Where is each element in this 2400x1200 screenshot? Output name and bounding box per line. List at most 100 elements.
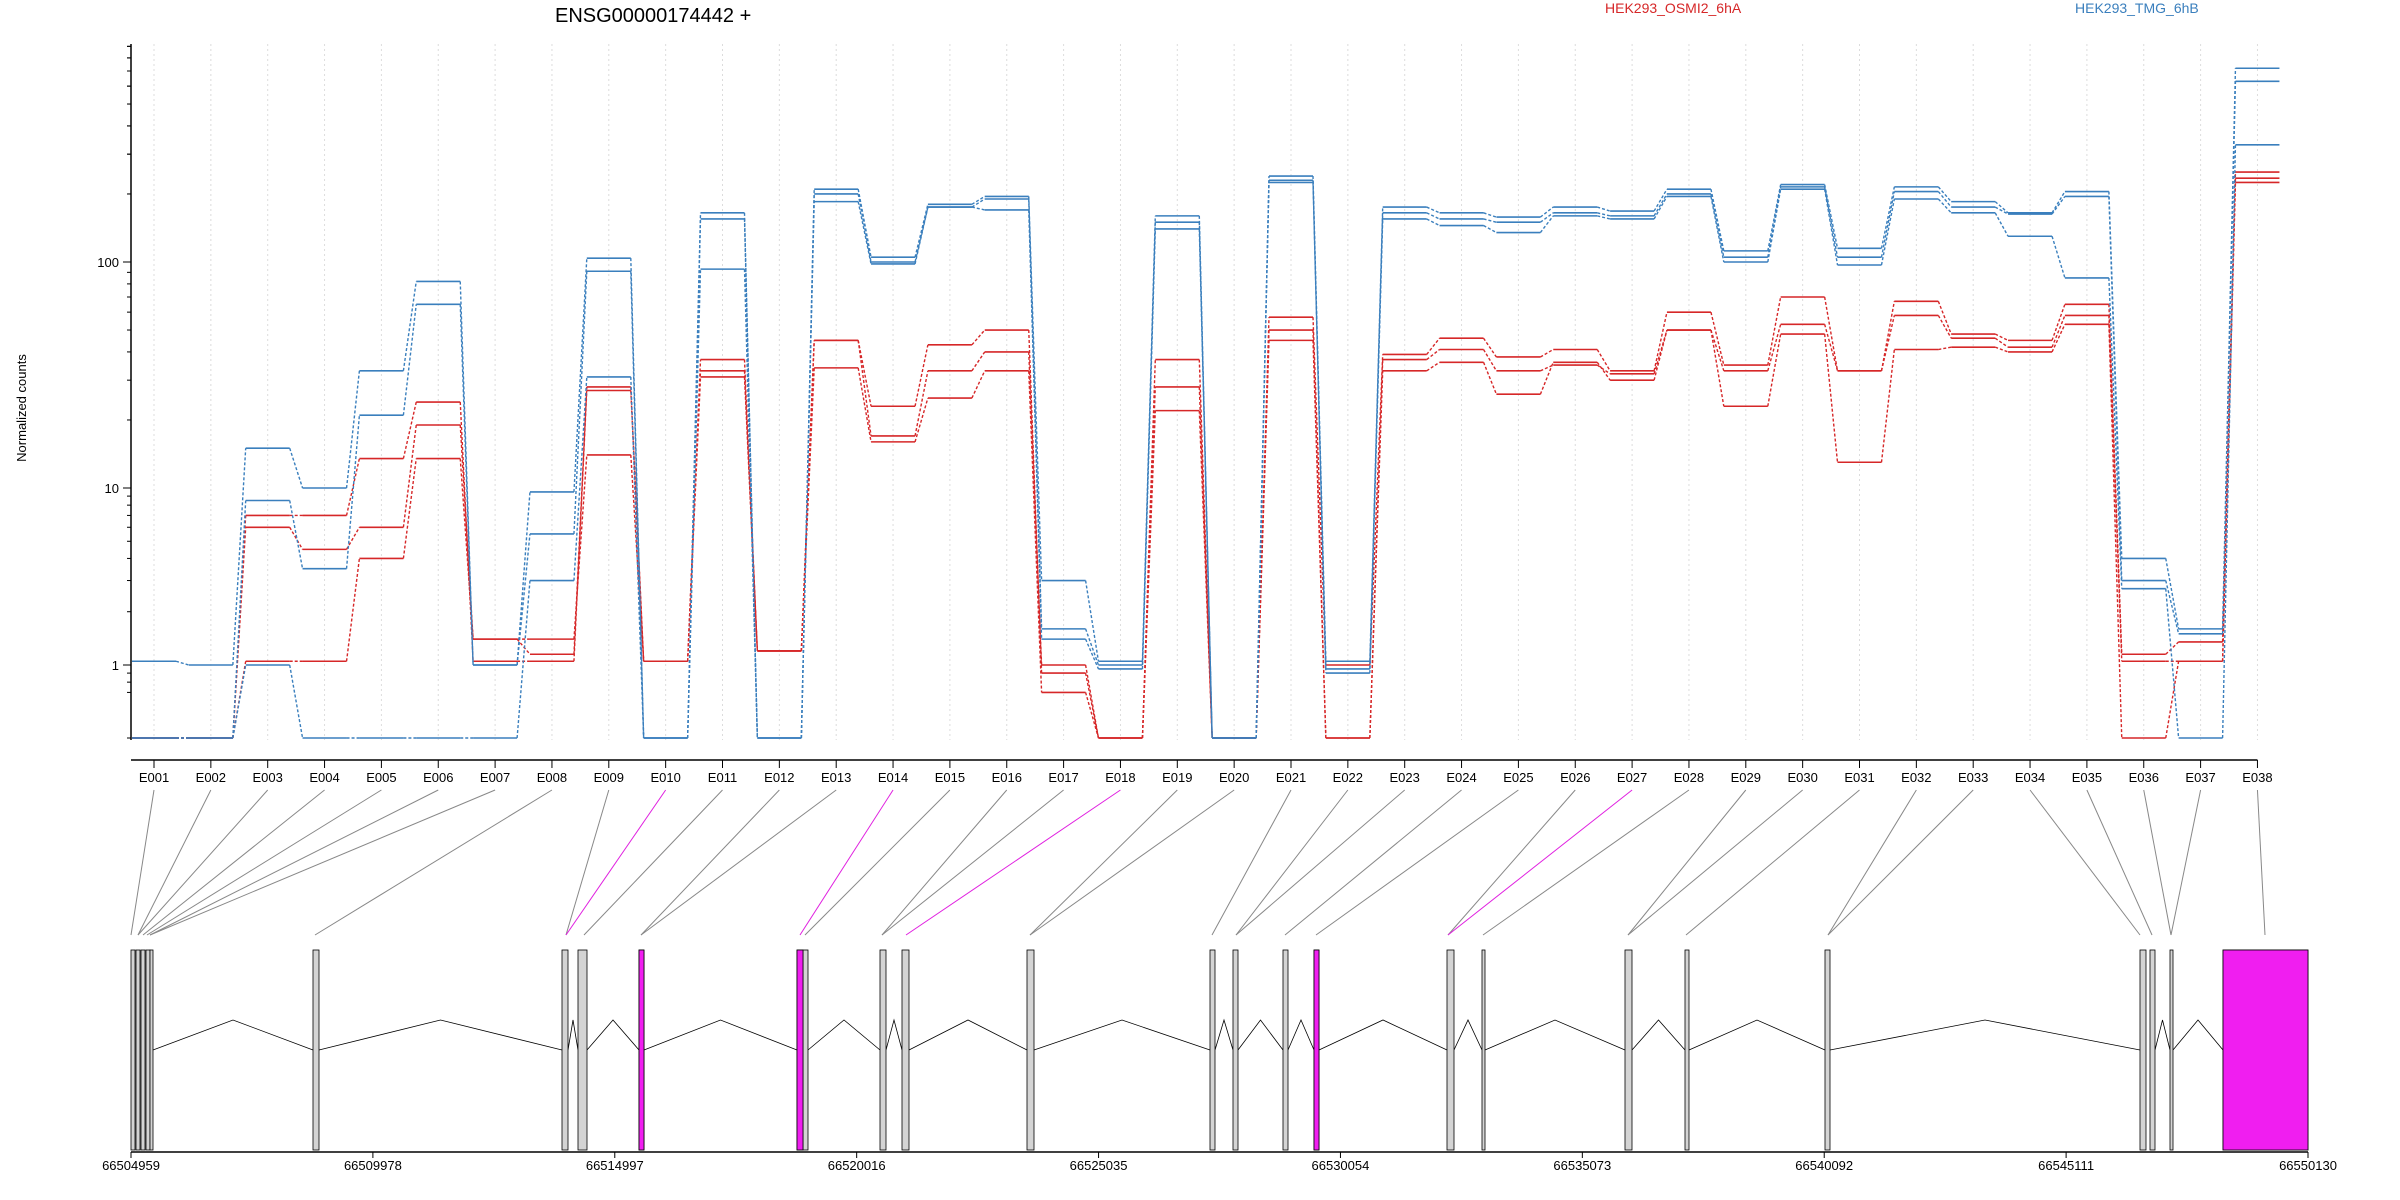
series-connector	[857, 367, 872, 442]
gene-exon	[1026, 949, 1035, 1151]
series-4	[132, 67, 2280, 739]
intron-chevron	[2172, 1019, 2224, 1051]
chart-title: ENSG00000174442 +	[555, 5, 751, 27]
series-connector	[1084, 638, 1100, 670]
exon-connector-e023	[1235, 789, 1406, 936]
exon-label-e001: E001	[139, 770, 169, 785]
exon-connector-e014	[799, 789, 894, 936]
intron-chevron	[1287, 1018, 1315, 1051]
gene-exon	[901, 949, 910, 1151]
exon-connector-e025	[1315, 789, 1519, 936]
exon-label-e009: E009	[594, 770, 624, 785]
series-connector	[1255, 180, 1270, 739]
gene-exon	[561, 949, 569, 1151]
series-connector	[2051, 315, 2066, 348]
exon-label-e014: E014	[878, 770, 908, 785]
exon-label-e030: E030	[1787, 770, 1817, 785]
series-connector	[1539, 212, 1554, 223]
exon-label-e017: E017	[1048, 770, 1078, 785]
series-connector	[1028, 370, 1043, 693]
series-connector	[1369, 370, 1384, 739]
series-connector	[1369, 218, 1384, 674]
series-connector	[1880, 191, 1896, 258]
coord-tick-label: 66540092	[1795, 1158, 1853, 1173]
series-connector	[1596, 349, 1611, 372]
series-connector	[459, 304, 474, 666]
gene-exon-highlighted	[796, 949, 804, 1151]
series-connector	[2108, 315, 2123, 662]
series-connector	[686, 269, 702, 739]
series-connector	[1084, 672, 1100, 739]
series-connector	[1028, 351, 1043, 666]
grid-lines	[153, 44, 2258, 740]
y-tick-label: 10	[105, 481, 119, 496]
series-connector	[1880, 349, 1896, 463]
series-connector	[1426, 337, 1441, 355]
exon-label-e038: E038	[2242, 770, 2272, 785]
exon-label-e031: E031	[1844, 770, 1874, 785]
gene-exon	[145, 949, 151, 1151]
exon-label-e006: E006	[423, 770, 453, 785]
exon-label-e021: E021	[1276, 770, 1306, 785]
exon-connector-e008	[314, 789, 553, 936]
exon-connector-e033	[1827, 789, 1974, 936]
series-connector	[2165, 661, 2180, 739]
exon-label-e002: E002	[196, 770, 226, 785]
gene-exon	[2149, 949, 2156, 1151]
series-connector	[971, 351, 986, 372]
intron-chevron	[586, 1019, 640, 1051]
series-connector	[345, 415, 361, 569]
series-connector	[1597, 206, 1611, 212]
exon-connector-e010	[565, 789, 667, 936]
exon-label-e036: E036	[2129, 770, 2159, 785]
series-connector	[289, 500, 304, 569]
series-connector	[1823, 189, 1839, 266]
intron-chevron	[1214, 1018, 1234, 1051]
gene-exon	[135, 949, 141, 1151]
exon-connector-e009	[565, 789, 610, 936]
series-connector	[1084, 664, 1100, 739]
series-connector	[1880, 186, 1896, 249]
series-connector	[516, 533, 531, 666]
series-connector	[402, 424, 417, 528]
gene-exon	[2169, 949, 2174, 1151]
series-connector	[1539, 362, 1554, 395]
gene-exon	[577, 949, 588, 1151]
gene-exon-highlighted	[2222, 949, 2309, 1151]
series-connector	[1084, 692, 1100, 739]
series-connector	[1141, 359, 1156, 739]
intron-chevron	[567, 1019, 579, 1051]
series-connector	[971, 329, 986, 346]
series-connector	[2165, 558, 2180, 629]
series-connector	[459, 424, 474, 640]
series-connector	[573, 454, 588, 640]
series-connector	[1767, 324, 1782, 372]
exon-label-e010: E010	[650, 770, 680, 785]
exon-connector-e003	[137, 789, 269, 936]
exon-label-e034: E034	[2015, 770, 2045, 785]
exon-label-e008: E008	[537, 770, 567, 785]
series-connector	[516, 491, 531, 666]
series-connector	[2221, 81, 2237, 634]
exon-connector-e021	[1211, 789, 1292, 936]
series-connector	[2108, 277, 2123, 589]
series-connector	[573, 376, 588, 581]
series-connector	[2165, 580, 2180, 634]
genomic-coordinate-axis: 66504959 66509978 66514997 66520016 66525035…	[102, 1151, 2337, 1173]
series-connector	[630, 376, 645, 739]
series-connector	[1994, 337, 2009, 348]
exon-connector-e034	[2029, 789, 2141, 936]
series-connector	[857, 189, 872, 258]
series-connector	[289, 447, 304, 489]
intron-chevron	[807, 1019, 881, 1051]
series-connector	[573, 258, 588, 492]
intron-chevron	[643, 1019, 798, 1051]
series-connector	[289, 526, 304, 550]
series-connector	[1767, 184, 1782, 252]
exon-connector-e031	[1685, 789, 1860, 936]
series-connector	[1482, 349, 1497, 372]
intron-chevron	[908, 1019, 1028, 1051]
series-connector	[1482, 362, 1498, 395]
exon-connector-e024	[1284, 789, 1462, 936]
exon-label-e037: E037	[2185, 770, 2215, 785]
